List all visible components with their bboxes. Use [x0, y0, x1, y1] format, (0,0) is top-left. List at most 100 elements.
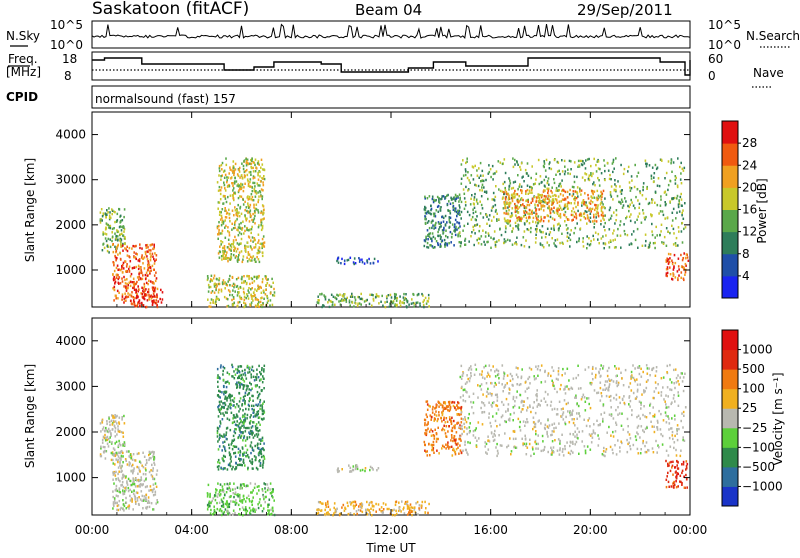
range-cell — [396, 300, 398, 302]
range-cell — [673, 275, 675, 277]
range-cell — [372, 505, 374, 507]
range-cell — [455, 453, 457, 455]
range-cell — [117, 495, 119, 497]
range-cell — [255, 196, 257, 198]
range-cell — [112, 479, 114, 481]
range-cell — [424, 196, 426, 198]
range-cell — [245, 500, 247, 502]
range-cell — [123, 231, 125, 233]
range-cell — [124, 279, 126, 281]
range-cell — [470, 235, 472, 237]
range-cell — [226, 438, 228, 440]
range-cell — [481, 243, 483, 245]
range-cell — [240, 206, 242, 208]
range-cell — [576, 176, 578, 178]
range-cell — [115, 416, 117, 418]
range-cell — [514, 203, 516, 205]
range-cell — [453, 196, 455, 198]
range-cell — [223, 497, 225, 499]
range-cell — [128, 296, 130, 298]
range-cell — [505, 240, 507, 242]
range-cell — [469, 396, 471, 398]
range-cell — [673, 208, 675, 210]
range-cell — [608, 367, 610, 369]
range-cell — [127, 254, 129, 256]
range-cell — [521, 438, 523, 440]
range-cell — [253, 161, 255, 163]
range-cell — [532, 221, 534, 223]
range-cell — [262, 181, 264, 183]
colorbar-tick-label: 8 — [742, 247, 750, 261]
range-cell — [259, 424, 261, 426]
range-cell — [126, 283, 128, 285]
range-cell — [471, 174, 473, 176]
range-cell — [226, 501, 228, 503]
range-cell — [270, 509, 272, 511]
range-cell — [261, 221, 263, 223]
range-cell — [224, 184, 226, 186]
range-cell — [264, 487, 266, 489]
range-cell — [434, 237, 436, 239]
range-cell — [251, 157, 253, 159]
range-cell — [253, 246, 255, 248]
range-cell — [481, 204, 483, 206]
range-cell — [115, 458, 117, 460]
range-cell — [465, 174, 467, 176]
range-cell — [462, 450, 464, 452]
range-cell — [471, 194, 473, 196]
range-cell — [216, 489, 218, 491]
range-cell — [537, 222, 539, 224]
range-cell — [614, 179, 616, 181]
range-cell — [211, 275, 213, 277]
range-cell — [264, 169, 266, 171]
range-cell — [516, 367, 518, 369]
range-cell — [567, 368, 569, 370]
range-cell — [680, 162, 682, 164]
range-cell — [220, 211, 222, 213]
range-cell — [108, 417, 110, 419]
range-cell — [678, 206, 680, 208]
range-cell — [672, 272, 674, 274]
range-cell — [263, 449, 265, 451]
range-cell — [256, 492, 258, 494]
range-cell — [508, 188, 510, 190]
range-cell — [333, 296, 335, 298]
range-cell — [473, 212, 475, 214]
range-cell — [273, 499, 275, 501]
range-cell — [238, 197, 240, 199]
range-cell — [230, 465, 232, 467]
range-cell — [429, 431, 431, 433]
range-cell — [516, 243, 518, 245]
range-cell — [584, 192, 586, 194]
range-cell — [121, 298, 123, 300]
range-cell — [592, 220, 594, 222]
range-cell — [233, 492, 235, 494]
range-cell — [473, 178, 475, 180]
range-cell — [519, 206, 521, 208]
range-cell — [481, 186, 483, 188]
range-cell — [113, 454, 115, 456]
range-cell — [392, 514, 394, 516]
range-cell — [237, 301, 239, 303]
range-cell — [597, 238, 599, 240]
range-cell — [138, 452, 140, 454]
range-cell — [608, 241, 610, 243]
range-cell — [256, 256, 258, 258]
range-cell — [652, 199, 654, 201]
range-cell — [458, 453, 460, 455]
range-cell — [326, 506, 328, 508]
range-cell — [591, 175, 593, 177]
range-cell — [135, 289, 137, 291]
range-cell — [153, 477, 155, 479]
range-cell — [470, 375, 472, 377]
range-cell — [142, 262, 144, 264]
range-cell — [622, 201, 624, 203]
range-cell — [232, 448, 234, 450]
range-cell — [578, 374, 580, 376]
range-cell — [595, 232, 597, 234]
range-cell — [224, 296, 226, 298]
range-cell — [251, 163, 253, 165]
range-cell — [677, 270, 679, 272]
power-y-label: Slant Range [km] — [23, 158, 37, 262]
range-cell — [612, 171, 614, 173]
